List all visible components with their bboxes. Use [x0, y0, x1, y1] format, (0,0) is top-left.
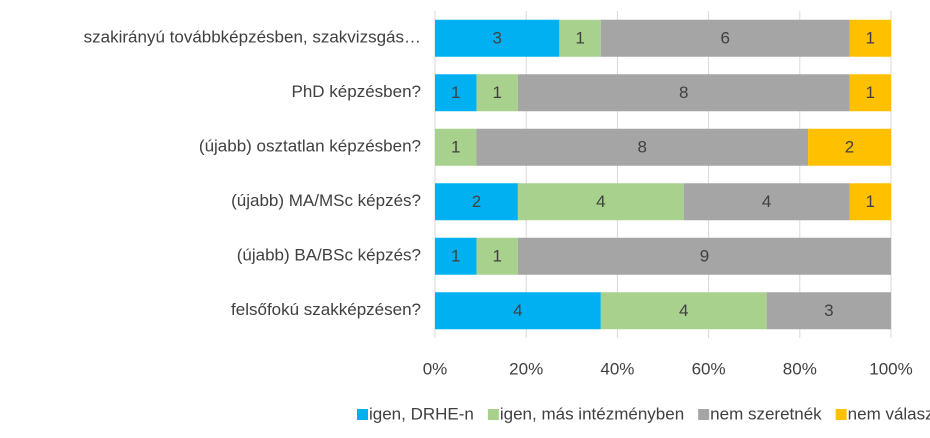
bar-segment [476, 128, 809, 166]
bar-segment [435, 74, 477, 112]
x-tick-label: 80% [783, 359, 817, 378]
data-label: 8 [679, 83, 688, 102]
data-label: 9 [700, 247, 709, 266]
data-label: 6 [720, 29, 729, 48]
bar-segment [766, 292, 891, 330]
legend-label: igen, DRHE-n [369, 404, 474, 423]
data-label: 1 [451, 83, 460, 102]
x-tick-label: 40% [600, 359, 634, 378]
data-label: 1 [866, 192, 875, 211]
bar-segment [849, 183, 891, 221]
data-label: 2 [472, 192, 481, 211]
bar-segment [849, 74, 891, 112]
bar-segment [435, 237, 477, 275]
bar-segment [476, 237, 518, 275]
data-label: 1 [575, 29, 584, 48]
data-label: 8 [638, 138, 647, 157]
data-label: 2 [845, 138, 854, 157]
legend-swatch [835, 409, 847, 420]
bar-segment [808, 128, 891, 166]
data-label: 4 [679, 301, 688, 320]
y-tick-label: (újabb) BA/BSc képzés? [237, 246, 421, 265]
data-label: 1 [866, 29, 875, 48]
x-tick-label: 100% [869, 359, 912, 378]
data-label: 4 [762, 192, 771, 211]
y-tick-label: PhD képzésben? [292, 82, 421, 101]
bar-segment [435, 292, 601, 330]
y-tick-label: szakirányú továbbképzésben, szakvizsgás… [84, 28, 421, 47]
y-tick-label: (újabb) MA/MSc képzés? [231, 191, 421, 210]
data-label: 1 [451, 138, 460, 157]
bar-segment [517, 183, 684, 221]
data-label: 3 [824, 301, 833, 320]
x-tick-label: 60% [692, 359, 726, 378]
data-label: 1 [451, 247, 460, 266]
data-label: 4 [596, 192, 605, 211]
y-tick-label: felsőfokú szakképzésen? [231, 300, 421, 319]
data-label: 1 [492, 83, 501, 102]
bar-segment [849, 19, 891, 57]
data-label: 1 [866, 83, 875, 102]
legend-label: nem válaszolok [848, 404, 930, 423]
legend-label: igen, más intézményben [500, 404, 684, 423]
bar-segment [435, 183, 518, 221]
data-label: 1 [492, 247, 501, 266]
legend-swatch [698, 409, 710, 420]
y-tick-label: (újabb) osztatlan képzésben? [199, 137, 421, 156]
legend-swatch [487, 409, 499, 420]
bar-segment [600, 292, 767, 330]
bar-segment [476, 74, 518, 112]
legend-swatch [357, 409, 368, 420]
bar-segment [517, 74, 850, 112]
bar-segment [683, 183, 850, 221]
x-tick-label: 20% [509, 359, 543, 378]
bar-segment [435, 19, 560, 57]
bar-segment [517, 237, 891, 275]
bar-segment [600, 19, 850, 57]
bar-segment [559, 19, 601, 57]
data-label: 3 [492, 29, 501, 48]
legend-label: nem szeretnék [710, 404, 822, 423]
x-tick-label: 0% [423, 359, 448, 378]
bar-segment [435, 128, 477, 166]
data-label: 4 [513, 301, 522, 320]
